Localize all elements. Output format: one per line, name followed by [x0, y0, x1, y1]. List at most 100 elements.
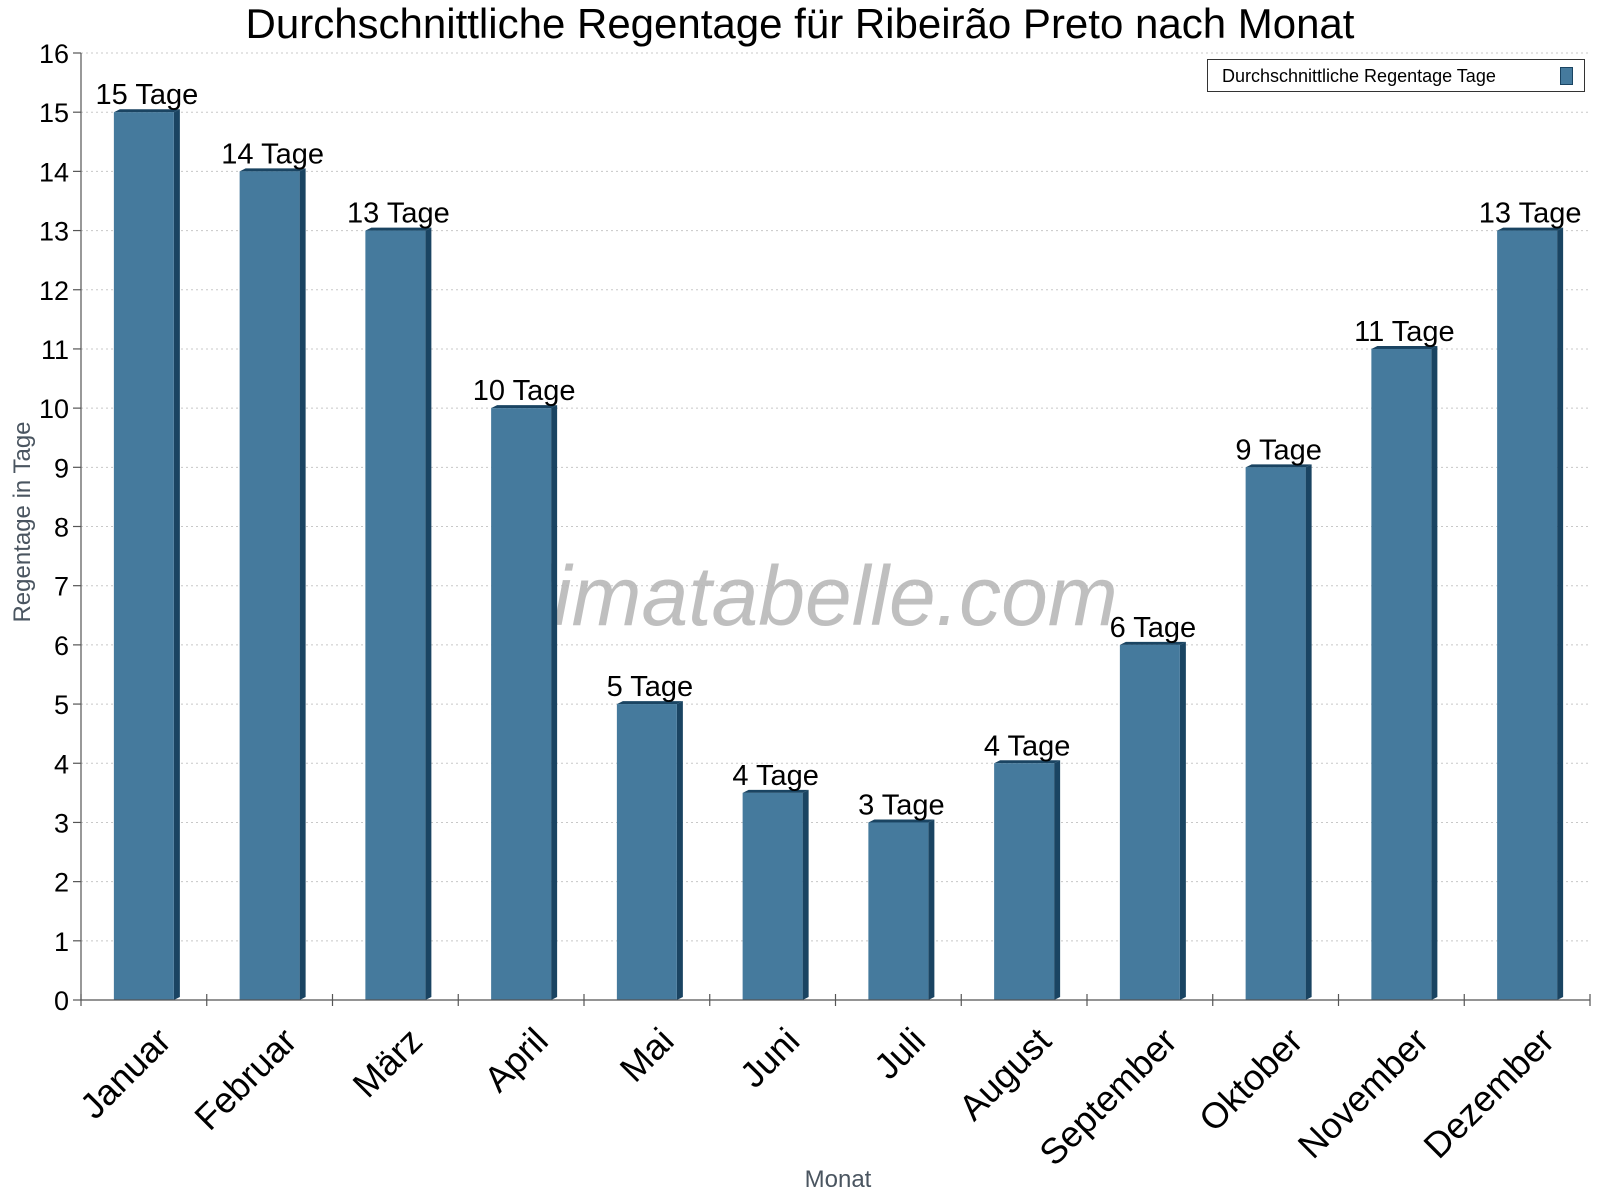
y-tick-label: 16: [39, 39, 69, 69]
bar: [1371, 345, 1438, 1000]
bar: [239, 168, 306, 1000]
y-tick-label: 2: [54, 868, 69, 898]
chart-title: Durchschnittliche Regentage für Ribeirão…: [245, 0, 1355, 47]
bar-front: [868, 822, 929, 1000]
bar-side: [425, 227, 432, 1000]
legend: Durchschnittliche Regentage Tage: [1207, 59, 1585, 92]
y-tick-label: 15: [39, 98, 69, 128]
y-tick-label: 14: [39, 157, 69, 187]
bar-front: [113, 112, 174, 1000]
data-label: 3 Tage: [858, 789, 945, 821]
bar-side: [1054, 760, 1061, 1000]
bar-side: [928, 819, 935, 1000]
bar-front: [1497, 230, 1558, 1000]
bar-top: [742, 789, 809, 793]
bar-side: [1431, 345, 1438, 1000]
bar-front: [1371, 348, 1432, 1000]
x-tick-label: Dezember: [1415, 1020, 1561, 1166]
bar-front: [491, 408, 552, 1000]
y-tick-label: 13: [39, 217, 69, 247]
bar-side: [551, 405, 558, 1000]
data-label: 15 Tage: [96, 79, 199, 111]
x-tick-label: August: [951, 1020, 1059, 1128]
bar-front: [1119, 644, 1180, 1000]
x-tick-label: September: [1031, 1020, 1185, 1174]
y-tick-label: 6: [54, 631, 69, 661]
data-label: 5 Tage: [607, 671, 694, 703]
bar-top: [1119, 641, 1186, 645]
watermark: klimatabelle.com: [492, 549, 1118, 643]
data-label: 4 Tage: [984, 730, 1071, 762]
data-label: 9 Tage: [1235, 434, 1322, 466]
bar-side: [1179, 641, 1186, 1000]
x-tick-label: April: [476, 1020, 556, 1100]
y-tick-label: 5: [54, 690, 69, 720]
y-tick-label: 1: [54, 927, 69, 957]
bar-top: [1245, 464, 1312, 468]
bar-top: [239, 168, 306, 172]
bar: [994, 760, 1061, 1000]
bar-side: [802, 789, 809, 1000]
bar-front: [742, 792, 803, 1000]
grid-lines: [81, 52, 1590, 942]
bar-front: [365, 230, 426, 1000]
bar-top: [113, 109, 180, 113]
y-tick-label: 8: [54, 513, 69, 543]
x-tick-label: Juli: [866, 1020, 933, 1087]
x-tick-label: Januar: [72, 1020, 179, 1127]
bar-side: [173, 109, 180, 1000]
x-tick-label: Juni: [732, 1020, 808, 1096]
bar-front: [994, 763, 1055, 1000]
y-tick-label: 12: [39, 276, 69, 306]
y-tick-label: 9: [54, 453, 69, 483]
data-label: 13 Tage: [1479, 198, 1582, 230]
bar: [616, 701, 683, 1000]
x-tick-label: Mai: [612, 1020, 682, 1090]
y-axis-title: Regentage in Tage: [9, 421, 36, 622]
bar-side: [1305, 464, 1312, 1000]
legend-swatch: [1560, 67, 1573, 85]
data-labels: 15 Tage 14 Tage 13 Tage 10 Tage 5 Tage 4 Tage…: [96, 79, 1582, 821]
bars: [113, 109, 1564, 1000]
bar: [1119, 641, 1186, 1000]
data-label: 14 Tage: [221, 138, 324, 170]
data-label: 11 Tage: [1354, 316, 1455, 348]
legend-label: Durchschnittliche Regentage Tage: [1222, 66, 1496, 86]
data-label: 4 Tage: [732, 760, 819, 792]
bar-side: [676, 701, 683, 1000]
y-tick-label: 4: [54, 749, 69, 779]
bar-side: [299, 168, 306, 1000]
x-tick-label: November: [1290, 1020, 1436, 1166]
bar-top: [1371, 345, 1438, 349]
x-tick-label: Februar: [186, 1020, 304, 1138]
bar-front: [616, 704, 677, 1000]
bar-side: [1557, 227, 1564, 1000]
bar-top: [491, 405, 558, 409]
bar: [491, 405, 558, 1000]
y-tick-label: 0: [54, 986, 69, 1016]
bar-top: [1497, 227, 1564, 231]
bar-top: [365, 227, 432, 231]
bar: [868, 819, 935, 1000]
bar: [1245, 464, 1312, 1000]
bar-top: [868, 819, 935, 823]
bar-front: [239, 171, 300, 1000]
x-axis-title: Monat: [805, 1166, 872, 1193]
x-tick-label: März: [345, 1020, 431, 1106]
data-label: 13 Tage: [347, 198, 450, 230]
bar: [365, 227, 432, 1000]
y-tick-label: 10: [39, 394, 69, 424]
data-label: 10 Tage: [473, 375, 576, 407]
data-label: 6 Tage: [1110, 612, 1197, 644]
bar: [742, 789, 809, 1000]
bar: [1497, 227, 1564, 1000]
bar: [113, 109, 180, 1000]
y-tick-label: 11: [41, 335, 69, 365]
y-tick-label: 3: [54, 808, 69, 838]
bar-top: [994, 760, 1061, 764]
bar-front: [1245, 467, 1306, 1000]
bar-top: [616, 701, 683, 705]
y-tick-label: 7: [54, 572, 69, 602]
